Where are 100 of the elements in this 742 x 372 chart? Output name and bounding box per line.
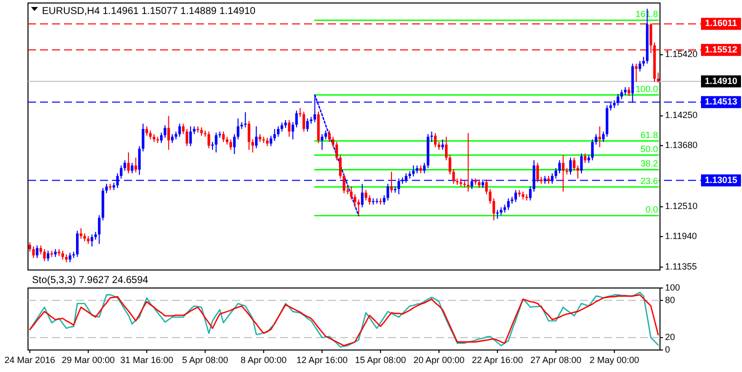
- candlestick: [466, 132, 470, 192]
- candlestick: [222, 131, 225, 142]
- candlestick: [364, 190, 368, 202]
- candlestick: [360, 183, 364, 208]
- candlestick: [248, 120, 250, 150]
- x-tick-label: 24 Mar 2016: [4, 355, 56, 365]
- candlestick: [214, 132, 218, 153]
- candlestick: [412, 165, 415, 177]
- candlestick: [255, 126, 258, 149]
- y-tick-label: 1.11940: [665, 230, 697, 241]
- x-tick-label: 20 Apr 00:00: [413, 355, 465, 365]
- candlestick: [178, 123, 181, 138]
- candlestick: [127, 152, 130, 174]
- series-label: 61.8: [640, 130, 658, 140]
- x-tick-label: 31 Mar 16:00: [120, 355, 174, 365]
- x-tick-label: 29 Mar 00:00: [62, 355, 115, 365]
- candlestick: [306, 118, 309, 132]
- candlestick: [638, 60, 642, 72]
- candlestick: [46, 250, 50, 262]
- candlestick: [189, 126, 192, 147]
- candlestick: [208, 131, 210, 149]
- candlestick: [598, 126, 602, 148]
- ref-line-label: 1.14513: [704, 96, 738, 106]
- ref-line-label: 1.15512: [704, 44, 738, 54]
- y-tick-label: 100: [665, 282, 680, 292]
- ref-line-label: 1.13015: [704, 174, 738, 185]
- x-tick-label: 8 Apr 00:00: [240, 355, 287, 365]
- candlestick: [634, 63, 638, 82]
- y-tick-label: 1.14250: [665, 110, 698, 120]
- candlestick: [244, 112, 247, 128]
- candlestick: [288, 120, 290, 138]
- y-tick-label: 1.11355: [665, 262, 697, 272]
- x-tick-label: 27 Apr 08:00: [530, 355, 582, 365]
- candlestick: [32, 246, 35, 258]
- candlestick: [335, 141, 338, 161]
- ref-line-label: 1.14910: [704, 76, 738, 86]
- candlestick: [28, 242, 32, 252]
- x-tick-label: 22 Apr 16:00: [472, 355, 523, 365]
- x-tick-label: 2 May 00:00: [590, 355, 640, 365]
- candlestick: [591, 138, 594, 161]
- candlestick: [390, 171, 393, 194]
- candlestick: [124, 160, 126, 172]
- candlestick: [236, 118, 240, 140]
- candlestick: [80, 228, 82, 240]
- y-tick-label: 1.12510: [665, 201, 698, 212]
- candlestick: [134, 157, 138, 173]
- candlestick: [142, 123, 144, 152]
- series-label: 50.0: [640, 144, 658, 154]
- candlestick: [328, 130, 331, 142]
- x-tick-label: 5 Apr 08:00: [182, 355, 228, 365]
- chart-title: Sto(5,3,3) 7.9627 24.6594: [32, 275, 149, 286]
- candlestick: [36, 244, 38, 258]
- x-tick-label: 15 Apr 08:00: [355, 355, 406, 365]
- candlestick: [492, 198, 496, 221]
- candlestick: [507, 198, 510, 210]
- series-label: 100.0: [635, 84, 658, 94]
- candlestick: [138, 146, 141, 176]
- x-tick-label: 12 Apr 16:00: [296, 355, 348, 365]
- candlestick: [572, 157, 576, 172]
- candlestick: [273, 128, 276, 142]
- candlestick: [76, 230, 79, 258]
- chart-title: EURUSD,H4 1.14961 1.15077 1.14889 1.14910: [42, 6, 256, 17]
- candlestick: [576, 165, 580, 180]
- candlestick: [98, 214, 101, 244]
- candlestick: [350, 186, 353, 200]
- candlestick: [130, 162, 134, 174]
- candlestick: [270, 135, 272, 147]
- candlestick: [68, 252, 72, 263]
- candlestick: [562, 154, 564, 192]
- candlestick: [233, 134, 236, 155]
- candlestick: [90, 234, 94, 247]
- candlestick: [452, 168, 455, 184]
- candlestick: [167, 115, 170, 150]
- candlestick: [620, 89, 623, 100]
- series-label: 0.0: [645, 204, 658, 215]
- y-tick-label: 1.15420: [665, 49, 698, 60]
- candlestick: [594, 134, 598, 146]
- candlestick: [386, 183, 390, 202]
- candlestick: [580, 152, 583, 174]
- y-tick-label: 80: [665, 294, 676, 305]
- series-label: 38.2: [640, 158, 658, 169]
- candlestick: [569, 157, 572, 175]
- ref-line-label: 1.16011: [704, 18, 738, 28]
- candlestick: [229, 138, 232, 150]
- candlestick: [43, 248, 46, 262]
- candlestick: [160, 132, 163, 144]
- candlestick: [276, 126, 280, 138]
- y-tick-label: 0: [665, 344, 670, 354]
- candlestick: [536, 162, 539, 183]
- candlestick: [584, 152, 586, 164]
- candlestick: [382, 194, 386, 206]
- candlestick: [357, 198, 360, 216]
- candlestick: [368, 194, 371, 206]
- candlestick: [145, 126, 148, 136]
- candlestick: [320, 134, 324, 150]
- candlestick: [434, 132, 437, 148]
- y-tick-label: 1.13680: [665, 140, 698, 150]
- y-tick-label: 20: [665, 332, 676, 342]
- candlestick: [514, 190, 517, 203]
- candlestick: [302, 111, 306, 132]
